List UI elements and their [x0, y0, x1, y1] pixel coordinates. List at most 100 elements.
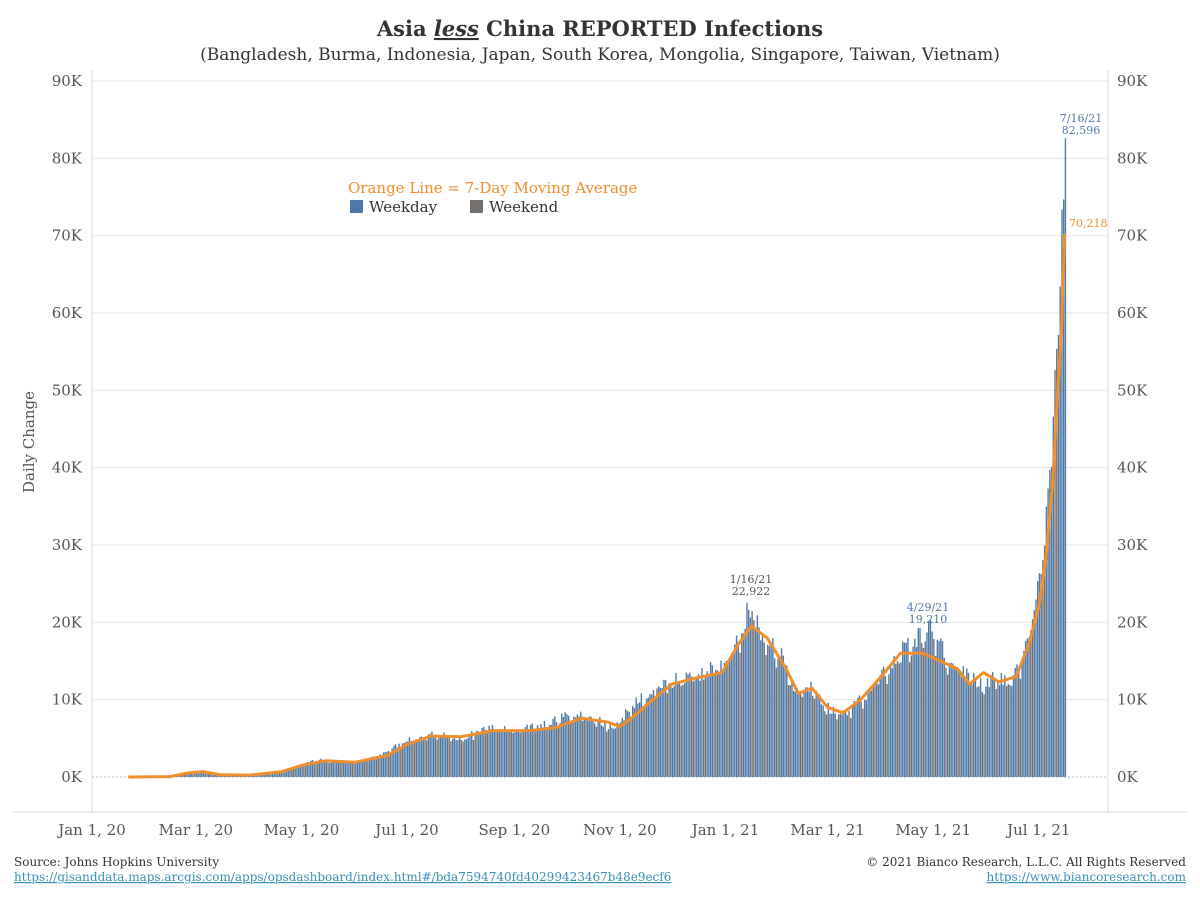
weekday-bar [839, 713, 842, 777]
weekday-bar [772, 638, 774, 777]
weekday-bar [597, 721, 599, 777]
weekday-bar [758, 627, 760, 777]
weekday-bar [948, 663, 951, 777]
weekend-bar [1056, 348, 1058, 777]
weekday-bar [477, 731, 480, 777]
weekday-bar [201, 772, 203, 777]
weekday-bar [709, 662, 712, 777]
weekday-bar [588, 716, 591, 777]
weekend-bar [472, 739, 475, 777]
weekend-bar [692, 681, 694, 777]
weekday-bar [858, 695, 861, 777]
weekday-bar [349, 761, 352, 777]
weekday-bar [905, 642, 907, 777]
weekday-bar [296, 766, 298, 777]
weekend-bar [607, 729, 610, 777]
annotation-jan-value: 22,922 [732, 585, 771, 598]
weekday-bar [685, 672, 688, 777]
weekday-bar [815, 690, 817, 777]
weekday-bar [192, 771, 194, 777]
weekday-bar [720, 660, 722, 777]
weekday-bar [831, 713, 833, 777]
weekday-bar [396, 747, 399, 777]
weekday-bar [285, 768, 288, 777]
weekday-bar [893, 656, 895, 777]
weekday-bar [976, 687, 978, 777]
weekend-bar [874, 685, 876, 777]
weekday-bar [410, 740, 412, 777]
weekend-bar [850, 718, 852, 777]
weekend-bar [412, 741, 414, 777]
weekend-bar [969, 684, 971, 777]
weekend-bar [291, 768, 293, 777]
weekday-bar [863, 699, 866, 777]
weekday-bar [394, 744, 397, 777]
weekday-bar [580, 711, 582, 777]
weekend-bar [908, 662, 911, 777]
weekend-bar [981, 691, 984, 777]
weekend-bar [581, 720, 584, 777]
weekend-bar [387, 751, 390, 777]
weekday-bar [403, 742, 405, 777]
weekend-bar [363, 760, 366, 777]
weekend-bar [837, 714, 840, 777]
weekday-bar [638, 702, 641, 777]
weekday-bar [225, 775, 227, 777]
weekday-bar [1016, 664, 1018, 777]
weekday-bar [204, 773, 206, 777]
weekday-bar [493, 730, 495, 777]
weekday-bar [348, 761, 350, 777]
weekday-bar [924, 641, 926, 777]
weekday-bar [431, 731, 433, 777]
weekend-bar [230, 775, 232, 777]
weekday-bar [374, 757, 376, 777]
weekday-bar [391, 748, 393, 777]
weekday-bar [1024, 641, 1027, 777]
weekend-bar [1007, 684, 1009, 777]
copyright-text: © 2021 Bianco Research, L.L.C. All Right… [866, 855, 1186, 869]
weekend-bar [426, 740, 428, 777]
weekday-bar [362, 760, 364, 777]
weekday-bar [770, 643, 772, 777]
weekend-bar [787, 685, 790, 777]
weekday-bar [536, 725, 539, 777]
weekday-bar [844, 710, 847, 777]
y-tick-label-right: 20K [1117, 613, 1148, 631]
weekday-bar [407, 741, 409, 777]
weekday-bar [992, 672, 994, 777]
weekday-bar [458, 736, 461, 777]
weekday-bar [697, 674, 700, 777]
site-link[interactable]: https://www.biancoresearch.com [987, 870, 1187, 884]
weekday-bar [197, 771, 199, 777]
weekday-bar [297, 765, 300, 777]
weekday-bar [964, 678, 966, 777]
weekday-bar [1004, 675, 1006, 777]
weekend-bar [448, 736, 450, 777]
weekday-bar [323, 761, 326, 777]
weekday-bar [972, 672, 975, 777]
weekday-bar [609, 722, 611, 777]
weekday-bar [1000, 673, 1003, 777]
weekday-bar [531, 723, 534, 777]
weekend-bar [365, 759, 367, 777]
weekday-bar [495, 731, 497, 777]
weekday-bar [415, 739, 418, 777]
weekday-bar [796, 687, 798, 777]
annotation-ma-value: 70,218 [1069, 217, 1108, 230]
weekend-bar [595, 726, 598, 777]
weekday-bar [767, 644, 769, 777]
y-tick-label-left: 0K [61, 768, 83, 786]
legend-weekday-label: Weekday [369, 198, 438, 216]
weekday-bar [301, 765, 303, 777]
weekend-bar [521, 729, 523, 777]
weekday-bar [902, 641, 904, 777]
source-link[interactable]: https://gisanddata.maps.arcgis.com/apps/… [14, 870, 671, 884]
weekday-bar [287, 768, 289, 777]
weekend-bar [1017, 667, 1020, 777]
weekday-bar [552, 718, 554, 777]
x-tick-label: Jan 1, 20 [56, 821, 126, 839]
weekend-bar [571, 720, 573, 777]
weekday-bar [512, 733, 514, 777]
weekday-bar [434, 734, 437, 777]
weekend-bar [268, 773, 270, 777]
